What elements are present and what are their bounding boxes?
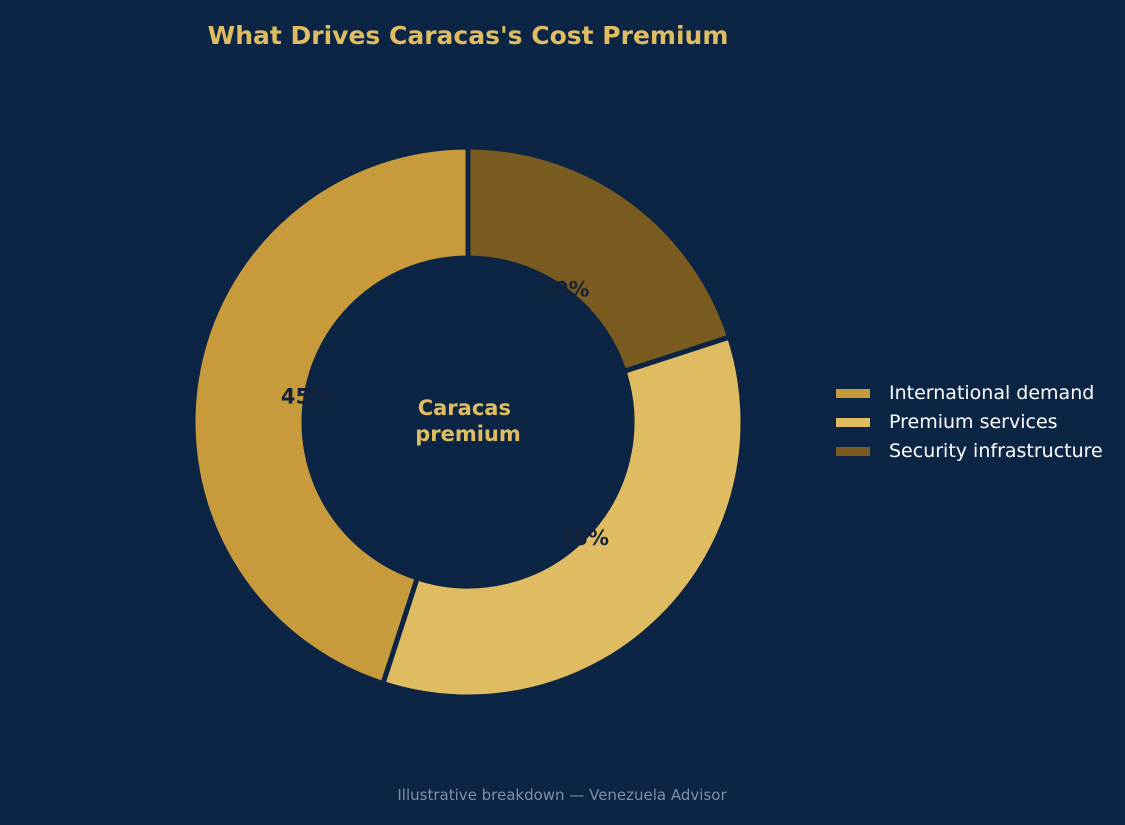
pct-label-premium-services: 35% xyxy=(559,526,609,550)
legend-swatch-premium-services xyxy=(836,418,870,427)
footer-note: Illustrative breakdown — Venezuela Advis… xyxy=(397,786,727,804)
center-label-line-2: premium xyxy=(415,422,521,446)
percentage-labels: 45% 35% 20% xyxy=(281,277,609,550)
legend-swatch-international-demand xyxy=(836,389,870,398)
legend: International demand Premium services Secu… xyxy=(836,382,1103,462)
pct-label-security-infrastructure: 20% xyxy=(539,277,589,301)
center-label-line-1: Caracas xyxy=(418,396,511,420)
legend-label-premium-services: Premium services xyxy=(889,411,1058,433)
wedge-security-infrastructure xyxy=(465,144,733,375)
legend-label-security-infrastructure: Security infrastructure xyxy=(889,440,1103,462)
donut-wedges xyxy=(190,144,746,700)
chart-title: What Drives Caracas's Cost Premium xyxy=(208,21,729,50)
wedge-international-demand xyxy=(190,144,471,687)
pct-label-international-demand: 45% xyxy=(281,384,331,408)
legend-swatch-security-infrastructure xyxy=(836,447,870,456)
center-label: Caracas premium xyxy=(415,396,521,446)
legend-label-international-demand: International demand xyxy=(889,382,1094,404)
wedge-premium-services xyxy=(379,333,746,700)
